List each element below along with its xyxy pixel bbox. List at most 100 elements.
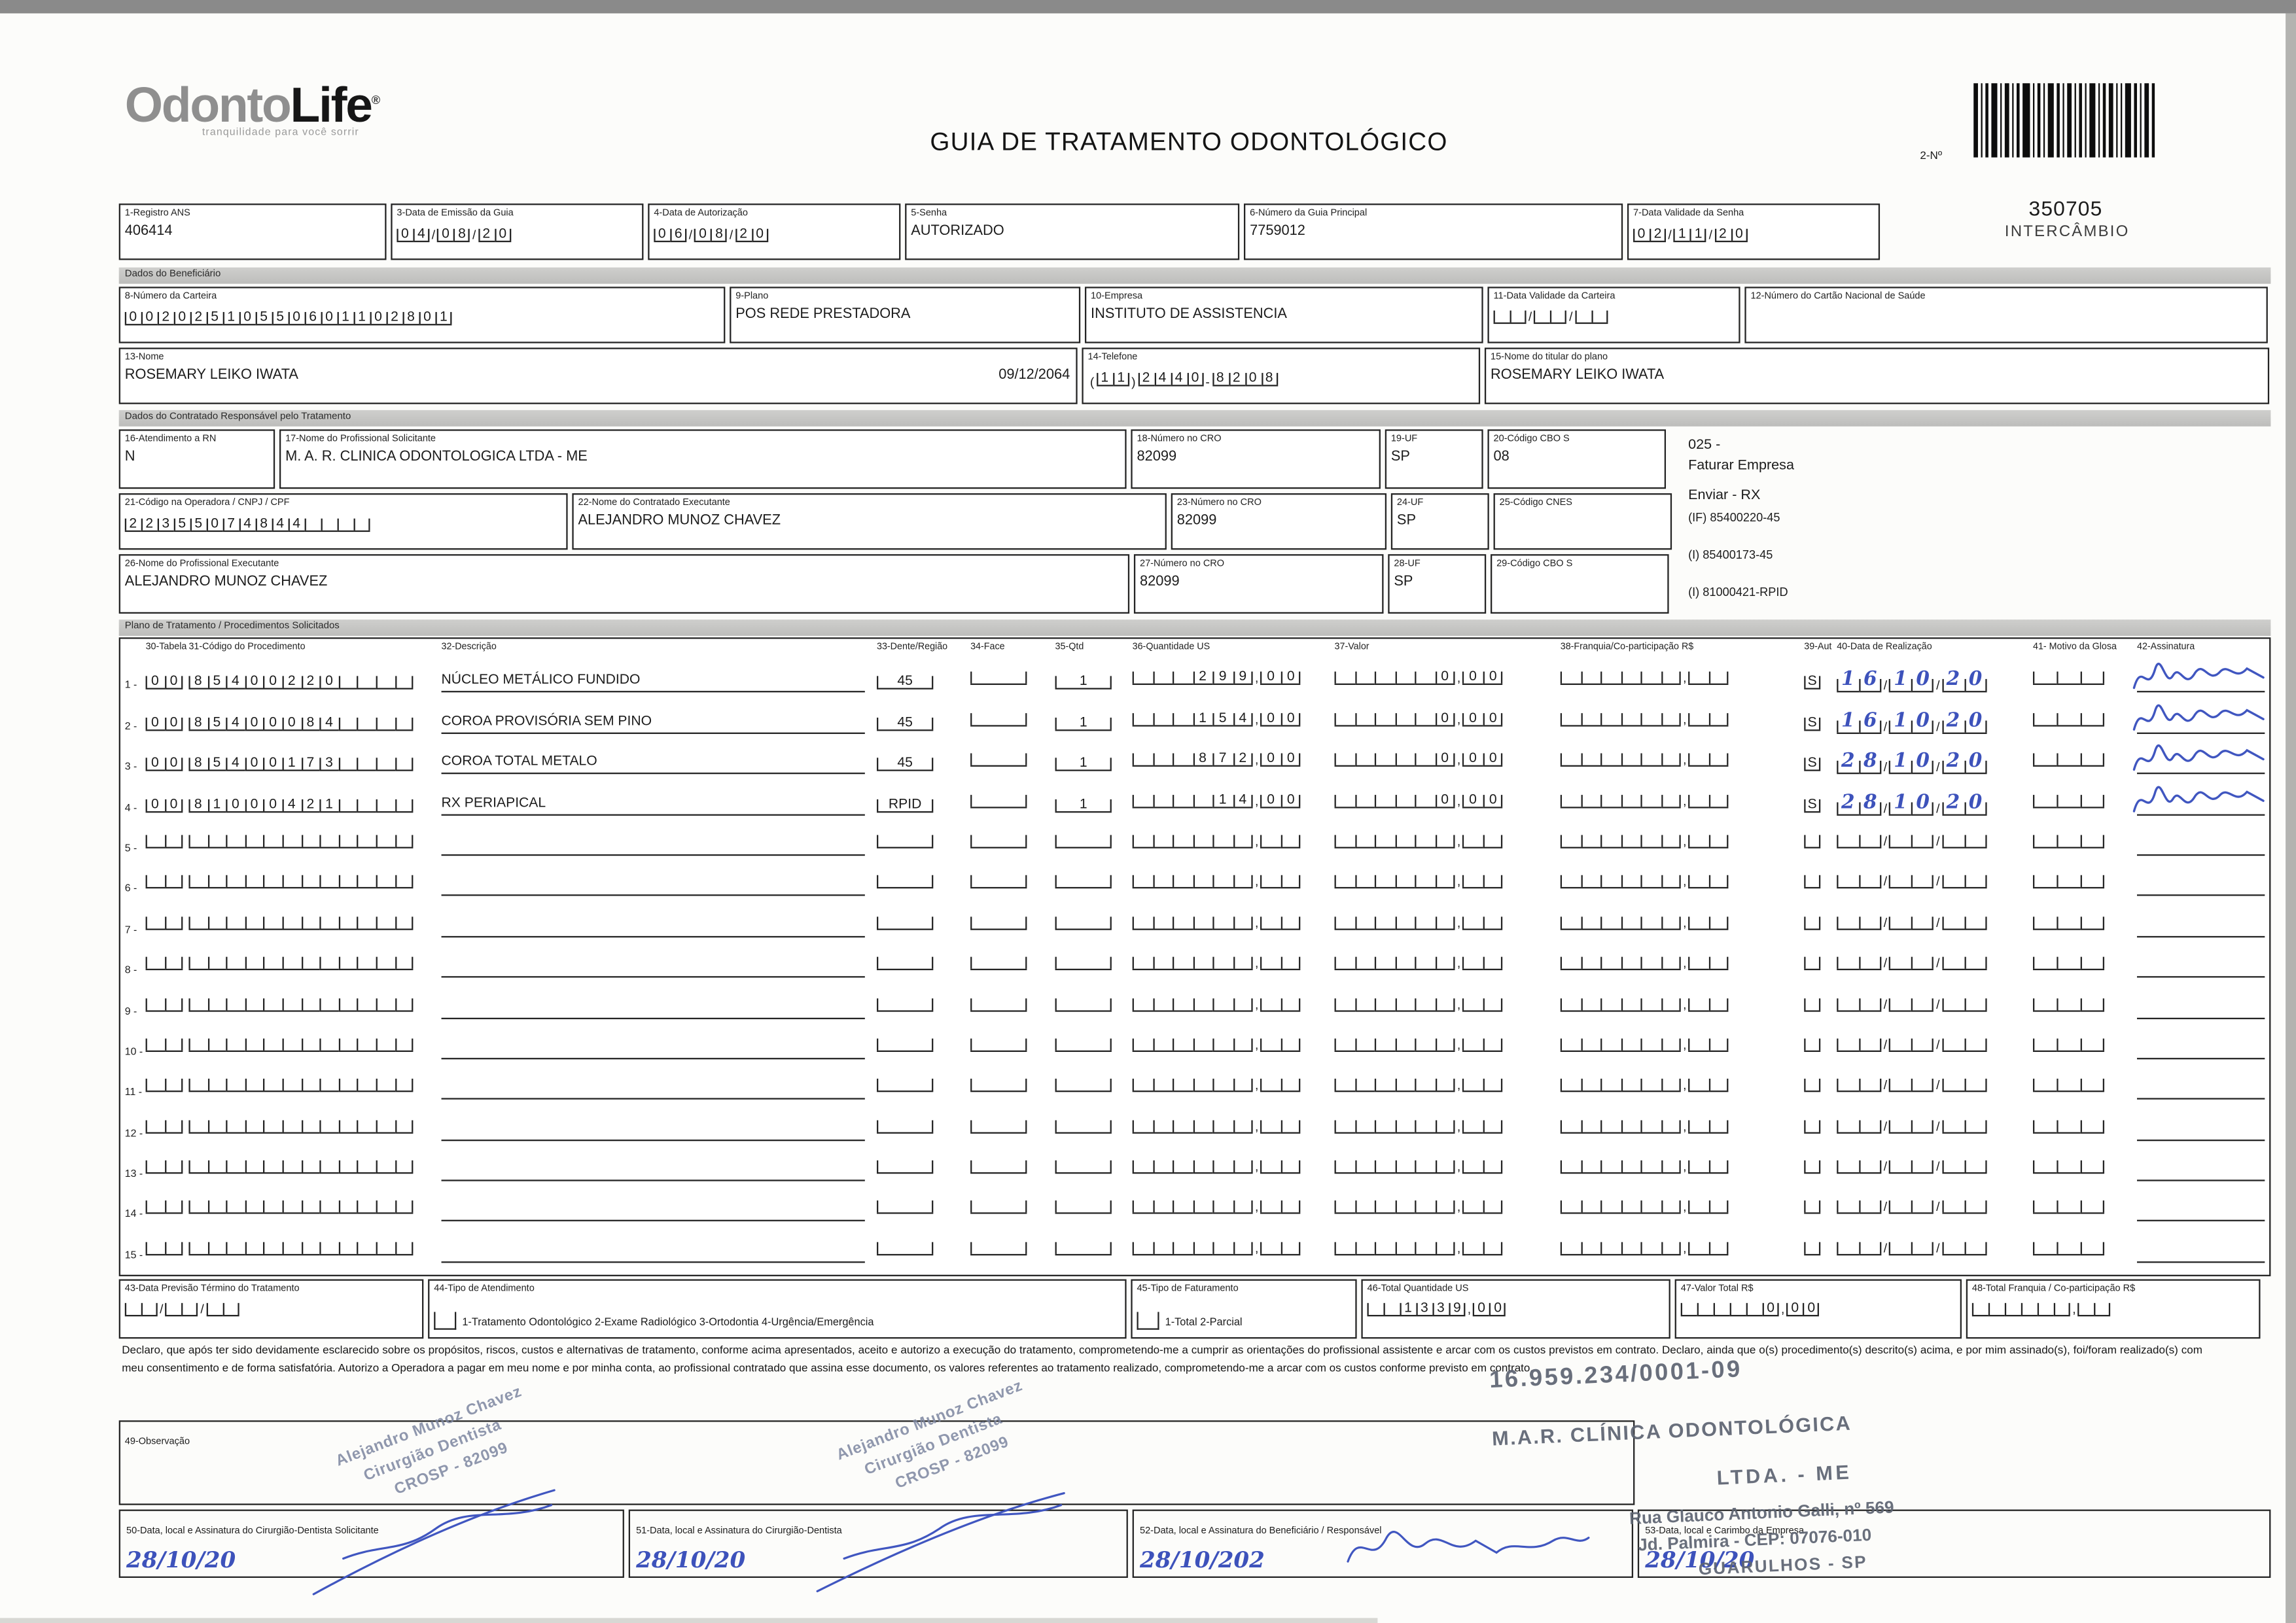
barcode-number: 350705 [2028, 196, 2103, 220]
field-label: 11-Data Validade da Carteira [1493, 291, 1616, 302]
signature-stroke [312, 1489, 556, 1596]
note-enviar-rx: Enviar - RX [1688, 487, 1761, 504]
field-label: 45-Tipo de Faturamento [1137, 1283, 1239, 1295]
handwritten-date: 28/10/202 [1140, 1546, 1265, 1574]
field-label: 1-Registro ANS [124, 207, 190, 218]
field-value: 82099 [1137, 448, 1177, 465]
scan-edge-right [2286, 13, 2296, 1623]
field-label: 16-Atendimento a RN [124, 434, 217, 445]
scan-edge-bottom [0, 1618, 1378, 1623]
declaration-text: Declaro, que após ter sido devidamente e… [122, 1343, 2202, 1374]
row-guia-info: 1-Registro ANS 406414 3-Data de Emissão … [118, 203, 1881, 260]
field-cartao-nacional-saude: 12-Número do Cartão Nacional de Saúde [1744, 287, 2268, 343]
col-header-aut: 39-Aut [1804, 642, 1832, 653]
field-label: 18-Número no CRO [1137, 434, 1222, 445]
field-total-franquia: 48-Total Franquia / Co-participação R$ , [1966, 1279, 2261, 1339]
procedure-row: 1 -0 0 8 5 4 0 0 2 2 0 NÚCLEO METÁLICO FUNDIDO 45 1 2… [125, 652, 2265, 693]
procedure-row: 13 -,,, / / [125, 1141, 2265, 1181]
field-uf-24: 24-UF SP [1390, 493, 1489, 550]
field-value: SP [1390, 448, 1410, 465]
field-label: 23-Número no CRO [1176, 497, 1262, 508]
logo-tagline: tranquilidade para você sorrir [202, 128, 359, 139]
tipo-faturamento-checkbox [1137, 1312, 1159, 1330]
field-value: 7759012 [1250, 222, 1305, 239]
field-label: 25-Código CNES [1499, 497, 1573, 508]
field-label: 12-Número do Cartão Nacional de Saúde [1750, 291, 1926, 302]
date-comb: 0 2/1 1/2 0 [1633, 218, 1748, 244]
field-label: 6-Número da Guia Principal [1250, 207, 1368, 218]
note-i-code-2: (I) 81000421-RPID [1688, 585, 1788, 599]
field-assinatura-dentista: 51-Data, local e Assinatura do Cirurgião… [628, 1492, 1128, 1593]
odontolife-logo: OdontoLife® tranquilidade para você sorr… [124, 77, 380, 139]
signature-scribble [1347, 1531, 1590, 1563]
handwritten-date: 28/10/20 [636, 1546, 746, 1574]
field-label: 46-Total Quantidade US [1367, 1283, 1469, 1295]
field-empresa: 10-Empresa INSTITUTO DE ASSISTENCIA [1084, 287, 1483, 343]
field-contratado-executante: 22-Nome do Contratado Executante ALEJAND… [572, 493, 1167, 550]
col-header-glosa: 41- Motivo da Glosa [2033, 642, 2117, 653]
amount-comb: , [1971, 1297, 2111, 1323]
row-beneficiario-2: 13-Nome ROSEMARY LEIKO IWATA 09/12/2064 … [118, 347, 2270, 404]
field-value: SP [1396, 512, 1417, 529]
col-header-qtd: 35-Qtd [1055, 642, 1084, 653]
form-title: GUIA DE TRATAMENTO ODONTOLÓGICO [930, 128, 1448, 156]
field-cbo-20: 20-Código CBO S 08 [1487, 429, 1667, 489]
field-label: 13-Nome [124, 352, 164, 363]
procedure-row: 7 -,,, / / [125, 896, 2265, 937]
note-025: 025 - [1688, 436, 1721, 453]
field-carimbo-empresa: 53-Data, local e Carimbo da Empresa 28/1… [1637, 1509, 2271, 1579]
field-assinatura-beneficiario: 52-Data, local e Assinatura do Beneficiá… [1132, 1509, 1634, 1579]
date-comb: 0 4/0 8/2 0 [397, 218, 511, 244]
field-label: 47-Valor Total R$ [1680, 1283, 1754, 1295]
field-value: M. A. R. CLINICA ODONTOLOGICA LTDA - ME [285, 448, 588, 465]
phone-dash: - [1205, 374, 1210, 390]
field-registro-ans: 1-Registro ANS 406414 [118, 203, 387, 260]
field-atendimento-rn: 16-Atendimento a RN N [118, 429, 275, 489]
field-label: 19-UF [1390, 434, 1418, 445]
procedure-row: 3 -0 0 8 5 4 0 0 1 7 3 COROA TOTAL METALO 45 1 8 7 2, 0 0… [125, 733, 2265, 775]
field-value: N [124, 448, 135, 465]
date-comb: / / [124, 1297, 239, 1323]
field-value: ROSEMARY LEIKO IWATA [1491, 366, 1665, 383]
field-value: ALEJANDRO MUNOZ CHAVEZ [124, 573, 328, 590]
field-uf-19: 19-UF SP [1385, 429, 1483, 489]
field-value: 08 [1493, 448, 1510, 465]
col-header-quantidade-us: 36-Quantidade US [1132, 642, 1210, 653]
field-label: 17-Nome do Profissional Solicitante [285, 434, 436, 445]
logo-text-odonto: Odonto [124, 77, 292, 133]
side-notes: 025 - Faturar Empresa Enviar - RX (IF) 8… [1688, 436, 1794, 599]
field-cnes-25: 25-Código CNES [1493, 493, 1672, 550]
paren-open: ( [1089, 374, 1095, 390]
tipo-faturamento-options: 1-Total 2-Parcial [1165, 1315, 1243, 1329]
logo-text-life: Life [290, 77, 373, 133]
field-label: 29-Código CBO S [1496, 558, 1573, 569]
field-label: 24-UF [1396, 497, 1424, 508]
barcode-icon [1973, 83, 2155, 165]
field-tipo-atendimento: 44-Tipo de Atendimento 1-Tratamento Odon… [428, 1279, 1127, 1339]
col-header-codigo: 31-Código do Procedimento [188, 642, 306, 653]
col-header-franquia: 38-Franquia/Co-participação R$ [1560, 642, 1694, 653]
procedure-row: 5 -,,, / / [125, 815, 2265, 856]
field-label: 27-Número no CRO [1140, 558, 1225, 569]
col-header-face: 34-Face [970, 642, 1005, 653]
field-label: 49-Observação [124, 1437, 190, 1448]
stamp-company-name: M.A.R. CLÍNICA ODONTOLÓGICA [1491, 1412, 1852, 1450]
company-stamp: 16.959.234/0001-09 M.A.R. CLÍNICA ODONTO… [1489, 1351, 1897, 1588]
field-label: 14-Telefone [1087, 352, 1138, 363]
field-nome-titular: 15-Nome do titular do plano ROSEMARY LEI… [1484, 347, 2270, 404]
tipo-atendimento-checkbox [434, 1312, 457, 1330]
procedure-row: 6 -,,, / / [125, 856, 2265, 897]
field-label: 8-Número da Carteira [124, 291, 217, 302]
field-previsao-termino: 43-Data Previsão Término do Tratamento /… [118, 1279, 424, 1339]
field-label: 20-Código CBO S [1493, 434, 1570, 445]
field-value: POS REDE PRESTADORA [735, 305, 911, 323]
